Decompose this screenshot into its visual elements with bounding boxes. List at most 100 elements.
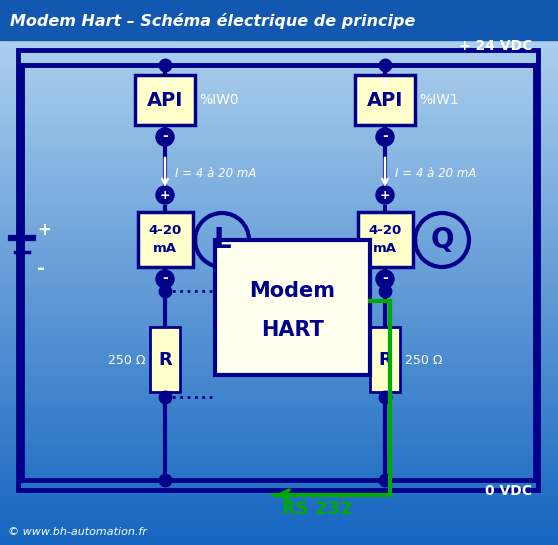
Circle shape	[156, 128, 174, 146]
Bar	[0, 500, 558, 505]
Bar	[0, 455, 558, 460]
Text: 250 Ω: 250 Ω	[108, 354, 145, 366]
Bar	[0, 75, 558, 80]
Text: API: API	[367, 90, 403, 110]
Bar	[0, 465, 558, 470]
Bar	[355, 75, 415, 125]
Bar	[0, 115, 558, 120]
Bar	[0, 255, 558, 260]
Bar	[0, 260, 558, 265]
Bar	[0, 535, 558, 540]
Circle shape	[156, 270, 174, 288]
Bar	[0, 350, 558, 355]
Bar	[0, 450, 558, 455]
Bar	[0, 420, 558, 425]
Bar	[0, 0, 558, 5]
Text: 0 VDC: 0 VDC	[485, 484, 532, 498]
Circle shape	[376, 270, 394, 288]
Bar	[0, 30, 558, 35]
Text: 4-20: 4-20	[368, 223, 402, 237]
Bar	[0, 215, 558, 220]
Bar	[0, 195, 558, 200]
Bar	[0, 470, 558, 475]
Bar	[0, 410, 558, 415]
Bar	[0, 220, 558, 225]
Bar	[0, 305, 558, 310]
Bar	[0, 80, 558, 85]
Bar	[0, 70, 558, 75]
Bar	[0, 380, 558, 385]
Bar	[0, 135, 558, 140]
Circle shape	[376, 74, 394, 92]
Text: RS 232: RS 232	[282, 500, 353, 518]
Bar	[0, 15, 558, 20]
Text: -: -	[37, 258, 45, 277]
Bar	[0, 370, 558, 375]
Text: Modem Hart – Schéma électrique de principe: Modem Hart – Schéma électrique de princi…	[10, 13, 415, 29]
Text: +: +	[379, 76, 390, 89]
Bar	[0, 230, 558, 235]
Text: 4-20: 4-20	[148, 223, 181, 237]
Bar	[0, 330, 558, 335]
Bar	[0, 100, 558, 105]
Bar	[0, 515, 558, 520]
Bar	[0, 285, 558, 290]
Text: -: -	[382, 129, 388, 143]
Bar	[0, 35, 558, 40]
Bar	[0, 110, 558, 115]
Bar	[0, 165, 558, 170]
Text: %IW0: %IW0	[199, 93, 239, 107]
Bar	[0, 365, 558, 370]
Bar	[0, 320, 558, 325]
Text: R: R	[158, 351, 172, 369]
Bar	[0, 45, 558, 50]
Text: I = 4 à 20 mA: I = 4 à 20 mA	[175, 167, 256, 179]
Text: HART: HART	[261, 320, 324, 341]
Bar	[0, 265, 558, 270]
Bar	[0, 170, 558, 175]
Bar	[0, 390, 558, 395]
Circle shape	[156, 186, 174, 204]
Bar	[358, 212, 413, 267]
Bar	[0, 300, 558, 305]
Bar	[370, 327, 400, 392]
Bar	[0, 355, 558, 360]
Text: -: -	[162, 271, 168, 285]
Bar	[0, 185, 558, 190]
Bar	[0, 280, 558, 285]
Bar	[0, 475, 558, 480]
Bar	[150, 327, 180, 392]
Bar	[0, 245, 558, 250]
Bar	[0, 490, 558, 495]
Bar	[0, 505, 558, 510]
Bar	[0, 50, 558, 55]
Bar	[0, 190, 558, 195]
Bar	[0, 180, 558, 185]
Text: +: +	[37, 221, 51, 239]
Bar	[0, 25, 558, 30]
Bar	[0, 240, 558, 245]
Bar	[0, 415, 558, 420]
Bar	[0, 495, 558, 500]
Text: mA: mA	[373, 241, 397, 255]
Bar	[0, 400, 558, 405]
Bar	[0, 200, 558, 205]
Text: -: -	[382, 271, 388, 285]
Text: Q: Q	[430, 226, 454, 254]
Bar	[0, 385, 558, 390]
Bar	[135, 75, 195, 125]
Bar	[0, 395, 558, 400]
Bar	[0, 485, 558, 490]
Bar	[0, 235, 558, 240]
Text: + 24 VDC: + 24 VDC	[459, 39, 532, 53]
Bar	[0, 325, 558, 330]
Bar	[0, 335, 558, 340]
Bar	[0, 20, 558, 25]
Bar	[0, 140, 558, 145]
Bar	[0, 290, 558, 295]
Bar	[0, 210, 558, 215]
Bar	[0, 375, 558, 380]
Text: +: +	[160, 189, 170, 202]
Text: -: -	[162, 129, 168, 143]
Text: I = 4 à 20 mA: I = 4 à 20 mA	[395, 167, 477, 179]
